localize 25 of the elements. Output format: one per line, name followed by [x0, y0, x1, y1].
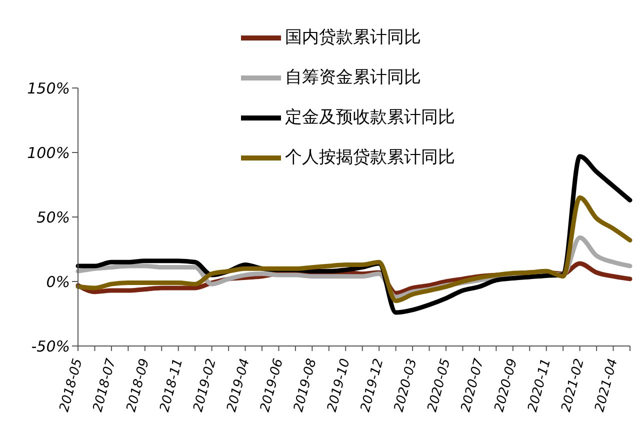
x-tick-label: 2020-07: [458, 356, 488, 414]
y-tick-label: 0%: [46, 272, 70, 291]
x-tick-label: 2019-06: [258, 357, 286, 414]
legend-label: 定金及预收款累计同比: [285, 108, 455, 128]
x-tick-label: 2021-04: [592, 357, 621, 414]
x-tick-label: 2018-09: [124, 357, 153, 414]
y-tick-label: -50%: [31, 337, 70, 356]
x-tick-label: 2019-04: [224, 357, 253, 414]
x-tick-label: 2020-05: [425, 357, 454, 414]
y-tick-label: 150%: [27, 79, 70, 98]
x-tick-label: 2020-03: [392, 357, 420, 414]
x-tick-label: 2018-07: [90, 356, 120, 414]
x-tick-label: 2019-08: [291, 357, 320, 414]
x-tick-label: 2020-09: [492, 357, 521, 414]
x-tick-label: 2019-12: [358, 357, 387, 414]
legend-label: 国内贷款累计同比: [285, 28, 421, 48]
y-tick-label: 50%: [36, 208, 70, 226]
x-tick-label: 2021-02: [558, 357, 588, 414]
legend-label: 个人按揭贷款累计同比: [285, 148, 455, 168]
y-tick-label: 100%: [27, 144, 70, 162]
x-tick-label: 2019-10: [324, 357, 354, 414]
line-series: [76, 195, 632, 304]
x-tick-label: 2018-05: [57, 357, 86, 414]
legend-label: 自筹资金累计同比: [285, 68, 421, 88]
x-tick-label: 2019-02: [190, 357, 220, 414]
